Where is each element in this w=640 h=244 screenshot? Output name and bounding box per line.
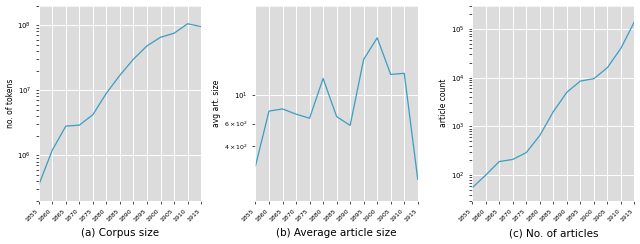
X-axis label: (c) No. of articles: (c) No. of articles (509, 228, 598, 238)
Y-axis label: article count: article count (439, 79, 448, 127)
X-axis label: (a) Corpus size: (a) Corpus size (81, 228, 159, 238)
Y-axis label: no. of tokens: no. of tokens (6, 78, 15, 128)
Y-axis label: avg art. size: avg art. size (212, 80, 221, 127)
X-axis label: (b) Average article size: (b) Average article size (276, 228, 397, 238)
